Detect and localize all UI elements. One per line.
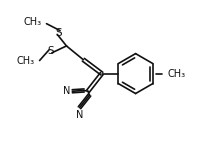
Text: N: N [63, 86, 70, 96]
Text: S: S [56, 28, 62, 38]
Text: CH₃: CH₃ [24, 17, 42, 27]
Text: S: S [47, 46, 54, 56]
Text: N: N [76, 110, 83, 120]
Text: CH₃: CH₃ [167, 69, 185, 79]
Text: CH₃: CH₃ [17, 56, 35, 66]
